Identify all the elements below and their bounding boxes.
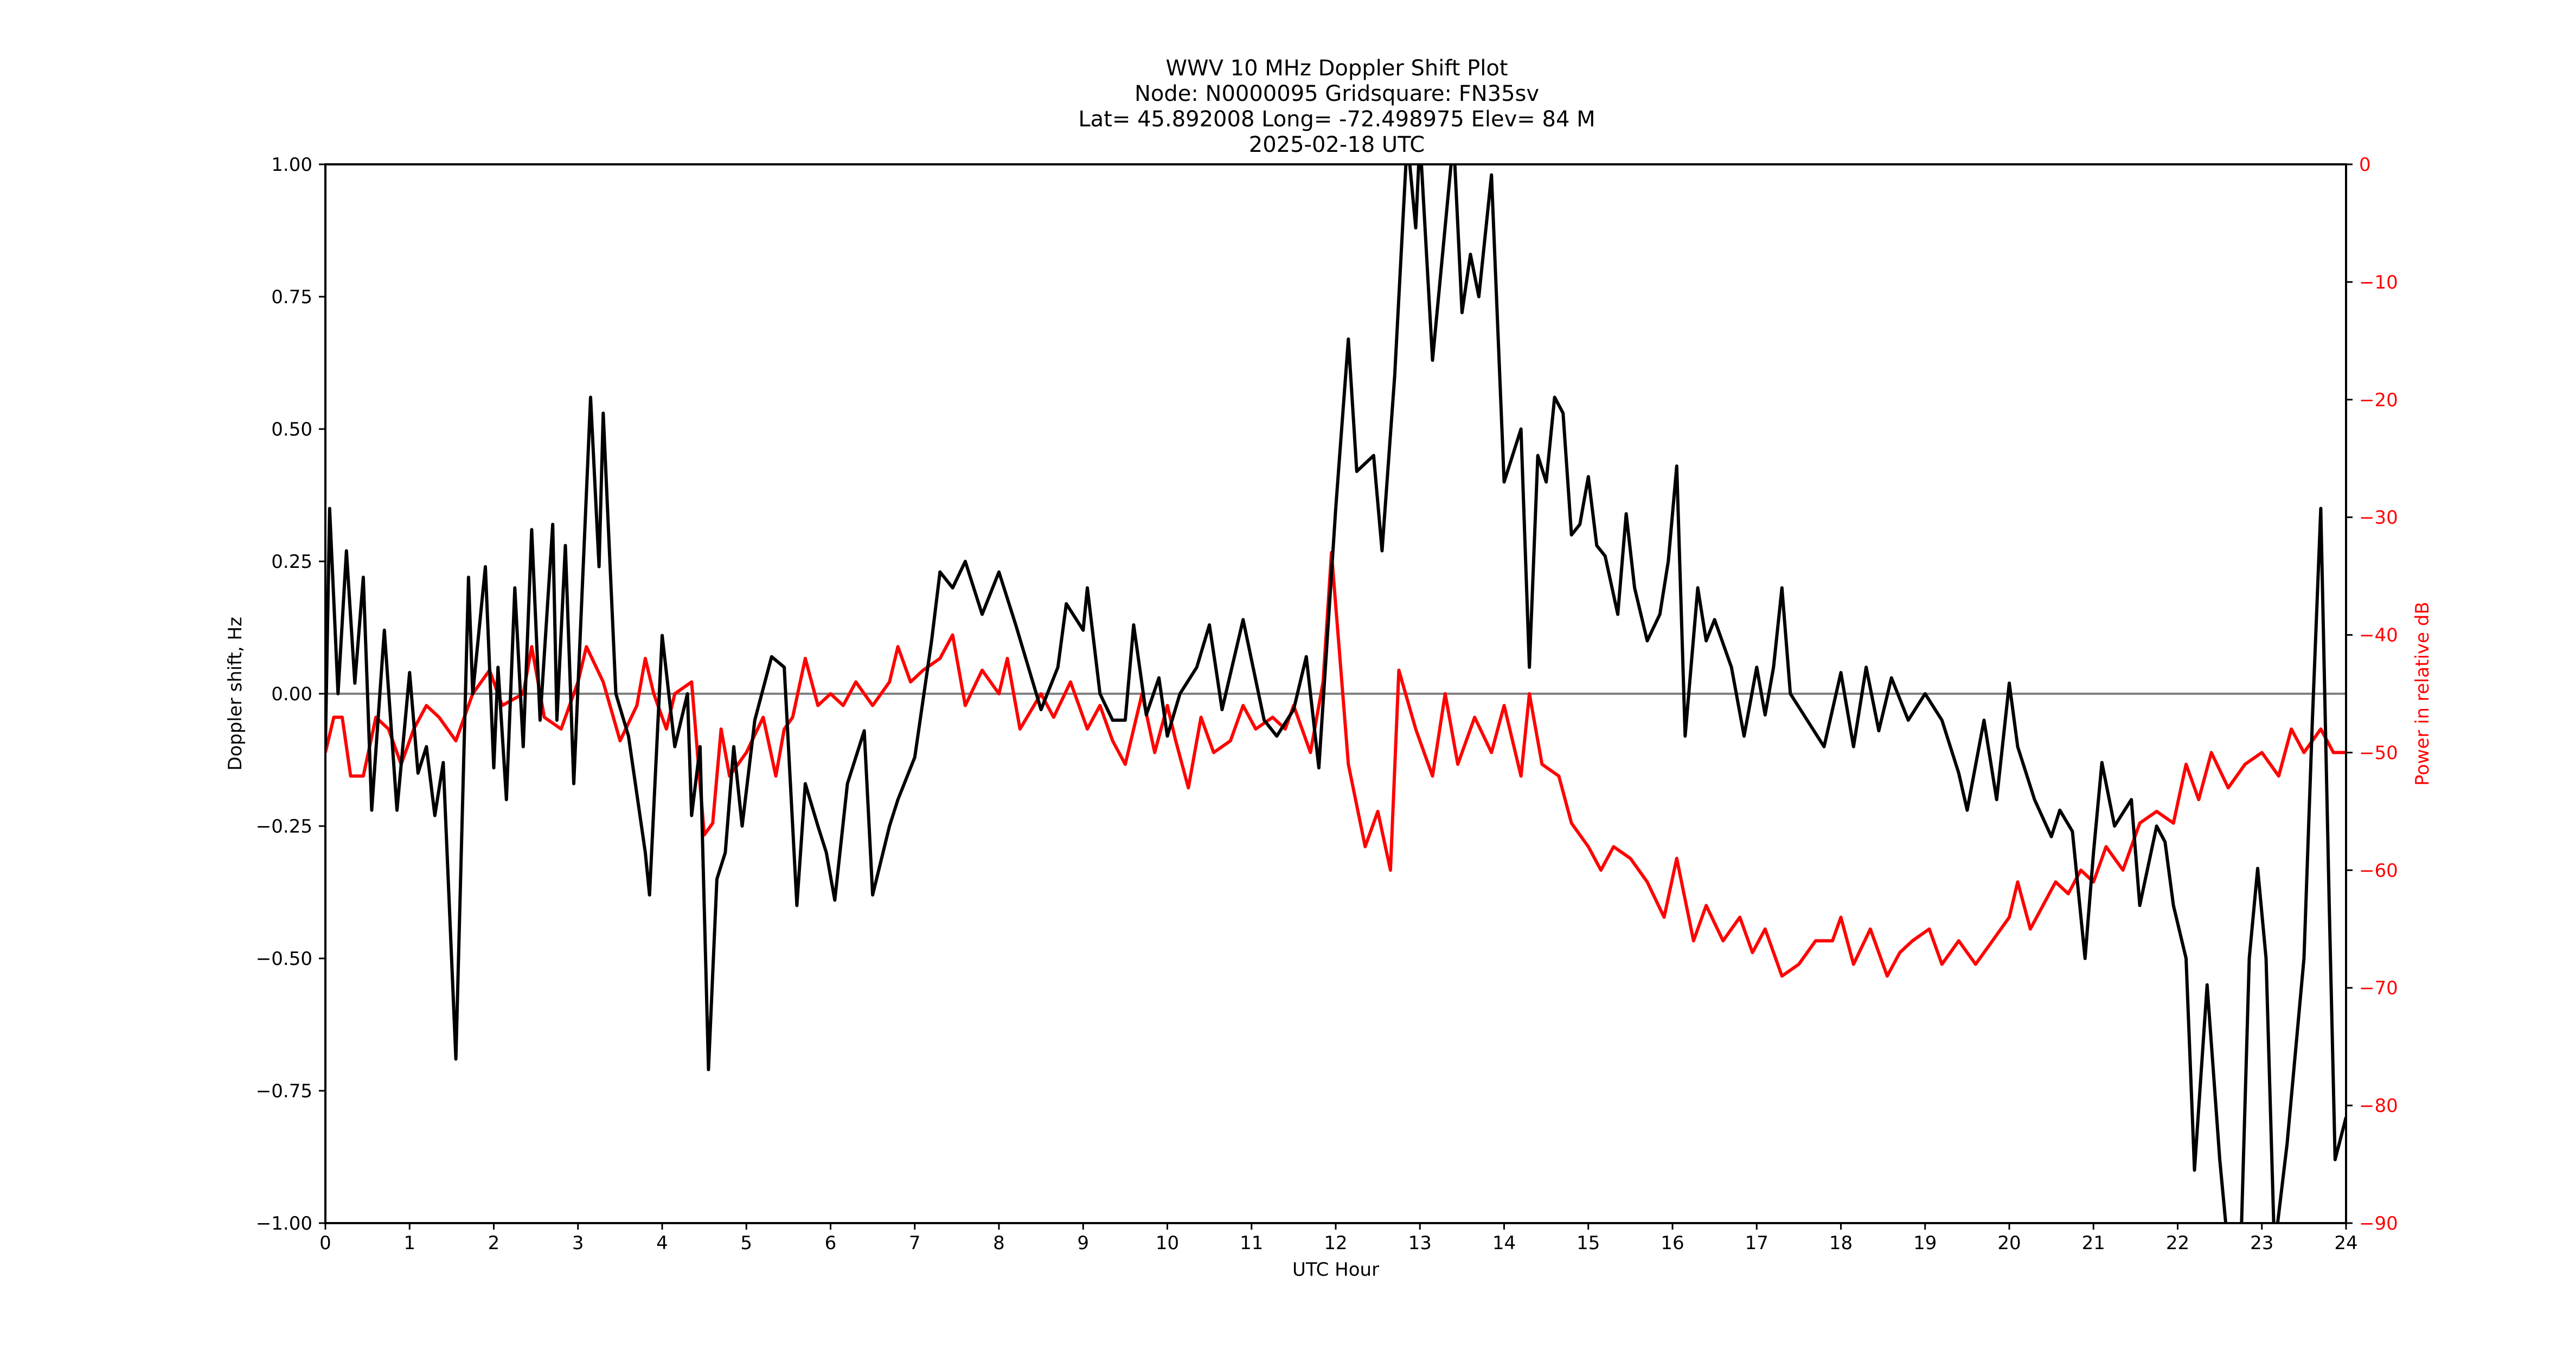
x-axis-label: UTC Hour [1292,1259,1379,1281]
x-tick-label: 17 [1745,1232,1768,1254]
left-y-axis-label: Doppler shift, Hz [225,617,246,771]
chart-subtitle-location: Lat= 45.892008 Long= -72.498975 Elev= 84… [1078,107,1595,132]
x-tick-label: 20 [1997,1232,2021,1254]
x-tick-label: 10 [1156,1232,1179,1254]
x-tick-label: 6 [825,1232,837,1254]
x-tick-label: 18 [1829,1232,1853,1254]
y-tick-label: −0.75 [256,1080,312,1102]
right-y-tick-label: −60 [2359,860,2398,881]
right-y-tick-label: 0 [2359,154,2371,176]
right-y-axis-ticks: 0 −10 −20 −30 −40 −50 −60 −70 −80 −90 [2346,154,2398,1235]
x-tick-label: 16 [1661,1232,1684,1254]
x-tick-label: 13 [1408,1232,1432,1254]
x-axis-ticks: 0 1 2 3 4 5 6 7 8 9 10 11 12 13 14 15 16 17 18 19 20 21 22 23 24 [319,1223,2358,1254]
y-tick-label: −1.00 [256,1213,312,1235]
chart-subtitle-node: Node: N0000095 Gridsquare: FN35sv [1135,81,1539,106]
power-series-line [325,551,2346,978]
x-tick-label: 11 [1240,1232,1263,1254]
x-tick-label: 19 [1913,1232,1937,1254]
right-y-tick-label: −50 [2359,742,2398,764]
right-y-axis-label: Power in relative dB [2412,602,2433,785]
right-y-tick-label: −90 [2359,1213,2398,1235]
left-y-axis-ticks: 1.00 0.75 0.50 0.25 0.00 −0.25 −0.50 −0.75 −1.00 [256,154,325,1235]
x-tick-label: 9 [1077,1232,1089,1254]
x-tick-label: 5 [740,1232,752,1254]
x-tick-label: 15 [1577,1232,1600,1254]
x-tick-label: 22 [2166,1232,2189,1254]
x-tick-label: 0 [319,1232,331,1254]
right-y-tick-label: −10 [2359,272,2398,293]
x-tick-label: 3 [572,1232,584,1254]
x-tick-label: 7 [909,1232,921,1254]
right-y-tick-label: −70 [2359,977,2398,999]
x-tick-label: 12 [1324,1232,1347,1254]
x-tick-label: 2 [488,1232,500,1254]
x-tick-label: 14 [1492,1232,1516,1254]
x-tick-label: 23 [2250,1232,2273,1254]
y-tick-label: 1.00 [271,154,312,176]
right-y-tick-label: −40 [2359,625,2398,647]
x-tick-label: 8 [993,1232,1005,1254]
x-tick-label: 4 [656,1232,668,1254]
x-tick-label: 24 [2334,1232,2357,1254]
doppler-series-line [325,164,2346,1223]
y-tick-label: 0.50 [271,419,312,440]
x-tick-label: 21 [2082,1232,2105,1254]
y-tick-label: 0.00 [271,683,312,705]
right-y-tick-label: −30 [2359,507,2398,529]
y-tick-label: 0.75 [271,286,312,308]
right-y-tick-label: −80 [2359,1095,2398,1117]
y-tick-label: 0.25 [271,551,312,573]
x-tick-label: 1 [403,1232,415,1254]
right-y-tick-label: −20 [2359,389,2398,411]
y-tick-label: −0.50 [256,948,312,970]
chart-title: WWV 10 MHz Doppler Shift Plot [1165,56,1508,81]
y-tick-label: −0.25 [256,816,312,837]
chart-subtitle-date: 2025-02-18 UTC [1249,132,1425,157]
chart-title-block: WWV 10 MHz Doppler Shift Plot Node: N000… [1078,56,1595,157]
